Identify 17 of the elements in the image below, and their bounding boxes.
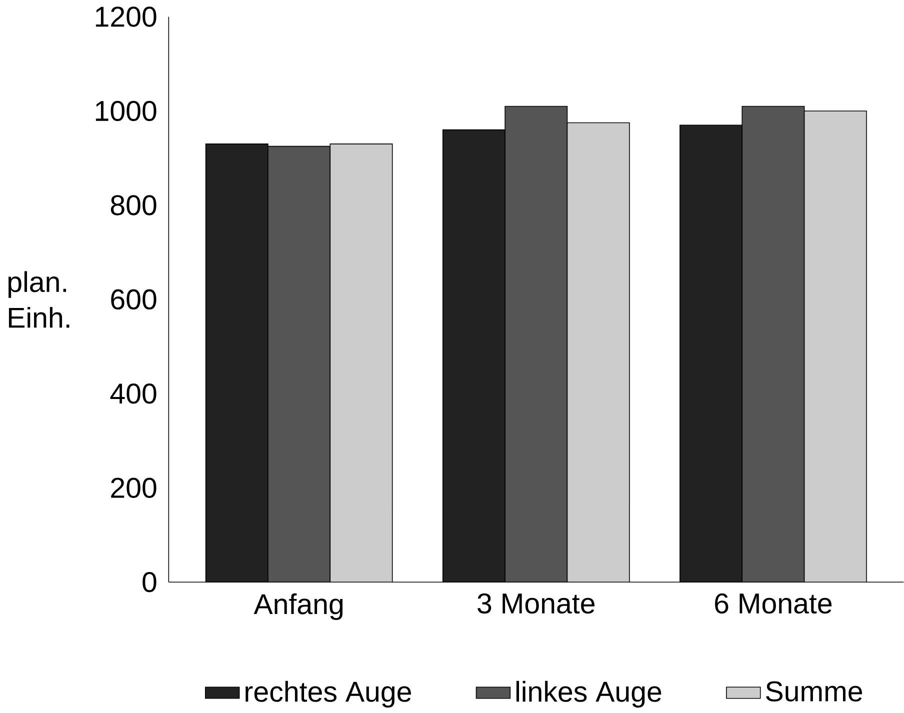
bar — [680, 124, 743, 582]
bar — [442, 130, 506, 582]
y-tick-label: 200 — [111, 478, 156, 498]
bar — [206, 144, 268, 582]
x-tick-label: 6 Monate — [715, 594, 832, 614]
y-tick-label: 0 — [142, 572, 156, 592]
x-tick-label: Anfang — [254, 594, 343, 620]
x-tick-label: 3 Monate — [478, 594, 594, 614]
legend-label: Summe — [766, 681, 862, 702]
y-tick-label: 1000 — [96, 101, 156, 122]
y-tick-label: 600 — [111, 290, 156, 310]
legend-label: rechtes Auge — [246, 681, 411, 708]
y-tick-label: 1200 — [96, 6, 156, 28]
y-axis-title: plan. Einh. — [8, 271, 70, 328]
y-tick-label: 400 — [110, 384, 156, 404]
legend-label: linkes Auge — [516, 681, 662, 708]
y-tick-label: 800 — [110, 195, 156, 216]
